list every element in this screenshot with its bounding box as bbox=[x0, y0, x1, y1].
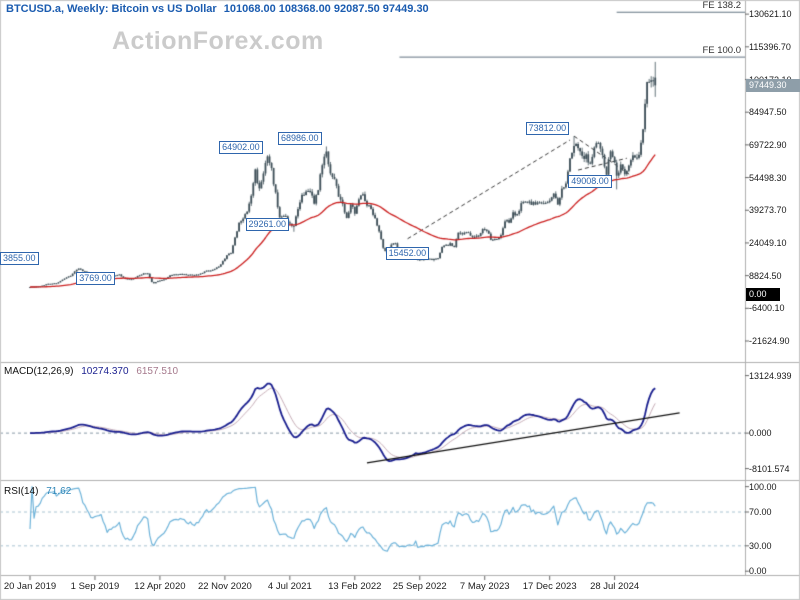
rsi-name: RSI(14) bbox=[4, 486, 39, 497]
macd-main-value: 10274.370 bbox=[81, 366, 129, 377]
price-callout[interactable]: 64902.00 bbox=[219, 141, 263, 155]
rsi-axis-label: 70.00 bbox=[749, 507, 772, 517]
price-callout[interactable]: 73812.00 bbox=[525, 122, 570, 136]
price-callout[interactable]: 3769.00 bbox=[76, 272, 115, 286]
zero-level-badge: 0.00 bbox=[746, 288, 780, 302]
price-axis-label: -21624.90 bbox=[749, 336, 790, 346]
price-axis-label: 130621.10 bbox=[749, 9, 792, 20]
rsi-axis-label: 30.00 bbox=[749, 540, 772, 551]
price-scale-axis[interactable]: 130621.10115396.70100172.1084947.5069722… bbox=[745, 0, 800, 576]
price-axis-label: 115396.70 bbox=[749, 41, 791, 52]
date-axis-label: 25 Sep 2022 bbox=[392, 581, 447, 592]
price-callout[interactable]: 49008.00 bbox=[568, 175, 612, 189]
date-axis-label: 13 Feb 2022 bbox=[328, 581, 382, 592]
date-axis-label: 20 Jan 2019 bbox=[3, 581, 57, 592]
price-callout[interactable]: 3855.00 bbox=[0, 252, 39, 266]
price-callout[interactable]: 29261.00 bbox=[245, 217, 290, 231]
date-axis-label: 12 Apr 2020 bbox=[134, 581, 186, 592]
rsi-axis-label: 0.00 bbox=[749, 566, 767, 577]
rsi-indicator-label: RSI(14) 71.62 bbox=[4, 486, 76, 497]
macd-axis-label: -8101.574 bbox=[749, 463, 790, 474]
fib-level-label[interactable]: FE 100.0 bbox=[702, 45, 741, 57]
macd-axis-label: 0.000 bbox=[749, 428, 772, 439]
date-axis-label: 17 Dec 2023 bbox=[522, 581, 577, 592]
symbol-title: BTCUSD.a, Weekly: Bitcoin vs US Dollar bbox=[6, 3, 217, 15]
watermark: ActionForex.com bbox=[112, 27, 324, 55]
date-axis-label: 1 Sep 2019 bbox=[70, 581, 120, 592]
date-axis-label: 28 Jul 2024 bbox=[590, 581, 640, 592]
price-callout[interactable]: 68986.00 bbox=[277, 132, 322, 146]
macd-indicator-label: MACD(12,26,9) 10274.370 6157.510 bbox=[4, 366, 183, 377]
price-axis-label: -6400.10 bbox=[749, 303, 785, 314]
ohlc-values: 101068.00 108368.00 92087.50 97449.30 bbox=[223, 3, 429, 15]
price-axis-label: 84947.50 bbox=[749, 107, 787, 118]
price-axis-label: 39273.70 bbox=[749, 205, 787, 216]
current-price-badge: 97449.30 bbox=[746, 78, 800, 92]
date-axis-label: 7 May 2023 bbox=[459, 581, 510, 592]
price-axis-label: 54498.30 bbox=[749, 172, 787, 183]
chart-title-bar: BTCUSD.a, Weekly: Bitcoin vs US Dollar 1… bbox=[6, 3, 433, 15]
macd-signal-value: 6157.510 bbox=[136, 366, 179, 377]
price-callout[interactable]: 15452.00 bbox=[385, 247, 430, 261]
fib-level-label[interactable]: FE 138.2 bbox=[702, 0, 741, 12]
date-axis-label: 22 Nov 2020 bbox=[197, 581, 252, 592]
date-axis-label: 4 Jul 2021 bbox=[267, 581, 312, 592]
rsi-axis-label: 100.00 bbox=[749, 481, 777, 492]
price-axis-label: 24049.10 bbox=[749, 237, 787, 248]
price-axis-label: 69722.90 bbox=[749, 139, 787, 150]
macd-axis-label: 13124.939 bbox=[749, 370, 792, 381]
macd-name: MACD(12,26,9) bbox=[4, 366, 74, 377]
date-axis[interactable]: 20 Jan 2019 1 Sep 2019 12 Apr 2020 22 Nov 2… bbox=[0, 576, 800, 600]
rsi-value: 71.62 bbox=[46, 486, 72, 497]
price-axis-label: 8824.50 bbox=[749, 270, 782, 281]
